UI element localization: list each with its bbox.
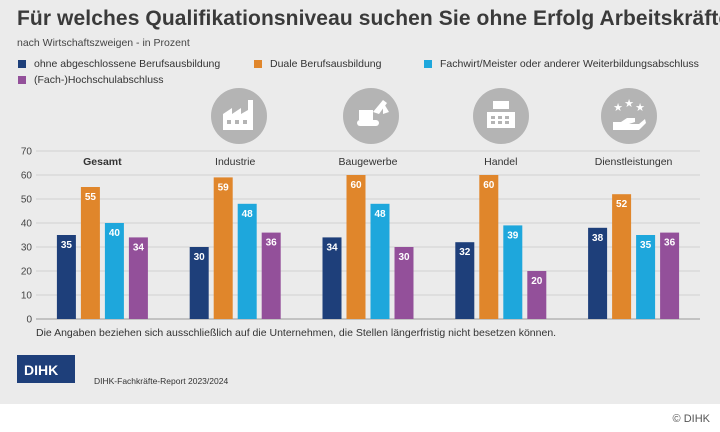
bar-value-label: 48 <box>242 209 254 220</box>
y-tick-label: 30 <box>21 243 33 254</box>
legend-item-duale: Duale Berufsausbildung <box>254 58 382 70</box>
bar-value-label: 48 <box>374 209 386 220</box>
bar <box>394 247 414 319</box>
bar-value-label: 35 <box>61 240 73 251</box>
legend-label: Fachwirt/Meister oder anderer Weiterbild… <box>440 58 699 70</box>
dihk-logo: DIHK <box>17 355 75 383</box>
bar-value-label: 59 <box>218 182 230 193</box>
bar <box>479 175 499 319</box>
legend-label: (Fach-)Hochschulabschluss <box>34 74 164 86</box>
legend-label: Duale Berufsausbildung <box>270 58 382 70</box>
bar <box>237 203 257 319</box>
svg-text:★: ★ <box>635 102 645 114</box>
category-label: Baugewerbe <box>339 156 398 168</box>
category-label: Dienstleistungen <box>595 156 673 168</box>
bar <box>527 271 547 319</box>
legend-swatch <box>254 60 262 68</box>
legend-item-hochschule: (Fach-)Hochschulabschluss <box>18 74 164 86</box>
logo-text: DIHK <box>24 362 58 378</box>
source-note: DIHK-Fachkräfte-Report 2023/2024 <box>94 376 229 386</box>
y-tick-label: 10 <box>21 291 33 302</box>
bar-value-label: 39 <box>507 230 519 241</box>
bar-value-label: 55 <box>85 192 97 203</box>
y-tick-label: 40 <box>21 219 33 230</box>
bar <box>128 237 148 319</box>
bar-value-label: 60 <box>483 180 495 191</box>
bar <box>588 227 608 319</box>
bar-value-label: 32 <box>459 247 471 258</box>
bar <box>56 235 76 319</box>
bar-value-label: 60 <box>350 180 362 191</box>
chart-subtitle: nach Wirtschaftszweigen - in Prozent <box>17 37 190 49</box>
bar-value-label: 36 <box>664 238 676 249</box>
legend-swatch <box>18 76 26 84</box>
legend-item-fachwirt: Fachwirt/Meister oder anderer Weiterbild… <box>424 58 699 70</box>
excavator-icon <box>343 88 399 144</box>
y-tick-label: 70 <box>21 147 33 158</box>
bar-value-label: 52 <box>616 199 628 210</box>
bar <box>503 225 523 319</box>
bar <box>189 247 209 319</box>
factory-icon <box>211 88 267 144</box>
stars-hand-icon: ★ ★ ★ <box>601 88 657 144</box>
legend-swatch <box>18 60 26 68</box>
category-labels: Gesamt Industrie Baugewerbe Handel Dienstlei… <box>83 156 672 168</box>
chart-title: Für welches Qualifikationsniveau suchen … <box>17 7 720 30</box>
bar <box>660 232 680 319</box>
cash-register-icon <box>473 88 529 144</box>
copyright: © DIHK <box>672 413 710 425</box>
bar-value-label: 40 <box>109 228 121 239</box>
bar-chart: ★ ★ ★ 0 10 20 30 40 50 60 70 Gesamt Industrie Bau… <box>21 88 700 326</box>
bar-value-label: 30 <box>398 252 410 263</box>
bar <box>612 194 632 319</box>
bars: 35 55 40 34 30 59 48 36 34 60 48 30 32 60 39 20 38 52 35 36 <box>56 175 680 319</box>
bar-value-label: 34 <box>133 242 145 253</box>
bar <box>213 177 233 319</box>
bar-value-label: 20 <box>531 276 543 287</box>
y-tick-label: 50 <box>21 195 33 206</box>
bar-value-label: 35 <box>640 240 652 251</box>
y-tick-label: 20 <box>21 267 33 278</box>
category-label: Gesamt <box>83 156 122 168</box>
bar <box>636 235 656 319</box>
footnote: Die Angaben beziehen sich ausschließlich… <box>36 327 557 339</box>
bar <box>370 203 390 319</box>
bar <box>261 232 281 319</box>
bar-value-label: 38 <box>592 233 604 244</box>
bar-value-label: 36 <box>266 238 278 249</box>
y-tick-label: 0 <box>26 315 32 326</box>
bar-value-label: 30 <box>194 252 206 263</box>
legend-item-ohne: ohne abgeschlossene Berufsausbildung <box>18 58 220 70</box>
svg-text:★: ★ <box>624 98 634 110</box>
y-tick-label: 60 <box>21 171 33 182</box>
bar <box>346 175 366 319</box>
bar-value-label: 34 <box>326 242 338 253</box>
bar <box>80 187 100 319</box>
bar <box>104 223 124 319</box>
bar <box>455 242 475 319</box>
legend-label: ohne abgeschlossene Berufsausbildung <box>34 58 221 70</box>
category-label: Industrie <box>215 156 255 168</box>
svg-text:★: ★ <box>613 102 623 114</box>
category-label: Handel <box>484 156 517 168</box>
bar <box>322 237 342 319</box>
y-axis: 0 10 20 30 40 50 60 70 <box>21 147 33 326</box>
legend-swatch <box>424 60 432 68</box>
